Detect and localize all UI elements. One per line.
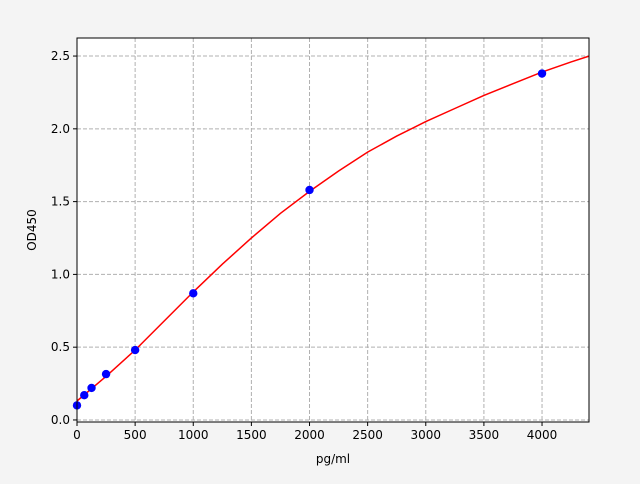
data-point	[87, 383, 96, 393]
data-point	[101, 369, 111, 379]
data-point	[80, 391, 89, 400]
plot-frame	[76, 37, 590, 423]
x-tick-label: 1000	[178, 428, 209, 442]
x-tick-label: 4000	[527, 428, 558, 442]
grid	[76, 38, 589, 422]
data-point	[537, 69, 547, 78]
x-tick-label: 0	[73, 428, 81, 442]
y-axis-label: OD450	[25, 209, 39, 251]
x-axis-label: pg/ml	[316, 452, 350, 466]
y-tick-label: 0.5	[51, 340, 70, 354]
x-tick-label: 3500	[469, 428, 500, 442]
plot-area	[77, 38, 589, 422]
fit-curve	[76, 55, 590, 402]
x-tick-label: 2500	[352, 428, 383, 442]
data-points	[72, 69, 547, 410]
y-tick-label: 1.5	[51, 195, 70, 209]
x-tick-label: 1500	[236, 428, 267, 442]
y-tick-label: 0.0	[51, 413, 70, 427]
data-point	[305, 185, 314, 195]
x-tick-label: 500	[124, 428, 147, 442]
data-point	[189, 289, 198, 298]
fit-curve-group	[76, 55, 590, 402]
x-axis-ticks: 0 500 1000 1500 2000 2500 3000 3500 4000	[73, 422, 557, 442]
x-tick-label: 2000	[294, 428, 325, 442]
y-tick-label: 1.0	[51, 267, 70, 281]
y-tick-label: 2.0	[51, 122, 70, 136]
x-tick-label: 3000	[411, 428, 442, 442]
y-tick-label: 2.5	[51, 49, 70, 63]
y-axis-ticks: 0.0 0.5 1.0 1.5 2.0 2.5	[51, 49, 77, 427]
data-point	[130, 345, 140, 355]
